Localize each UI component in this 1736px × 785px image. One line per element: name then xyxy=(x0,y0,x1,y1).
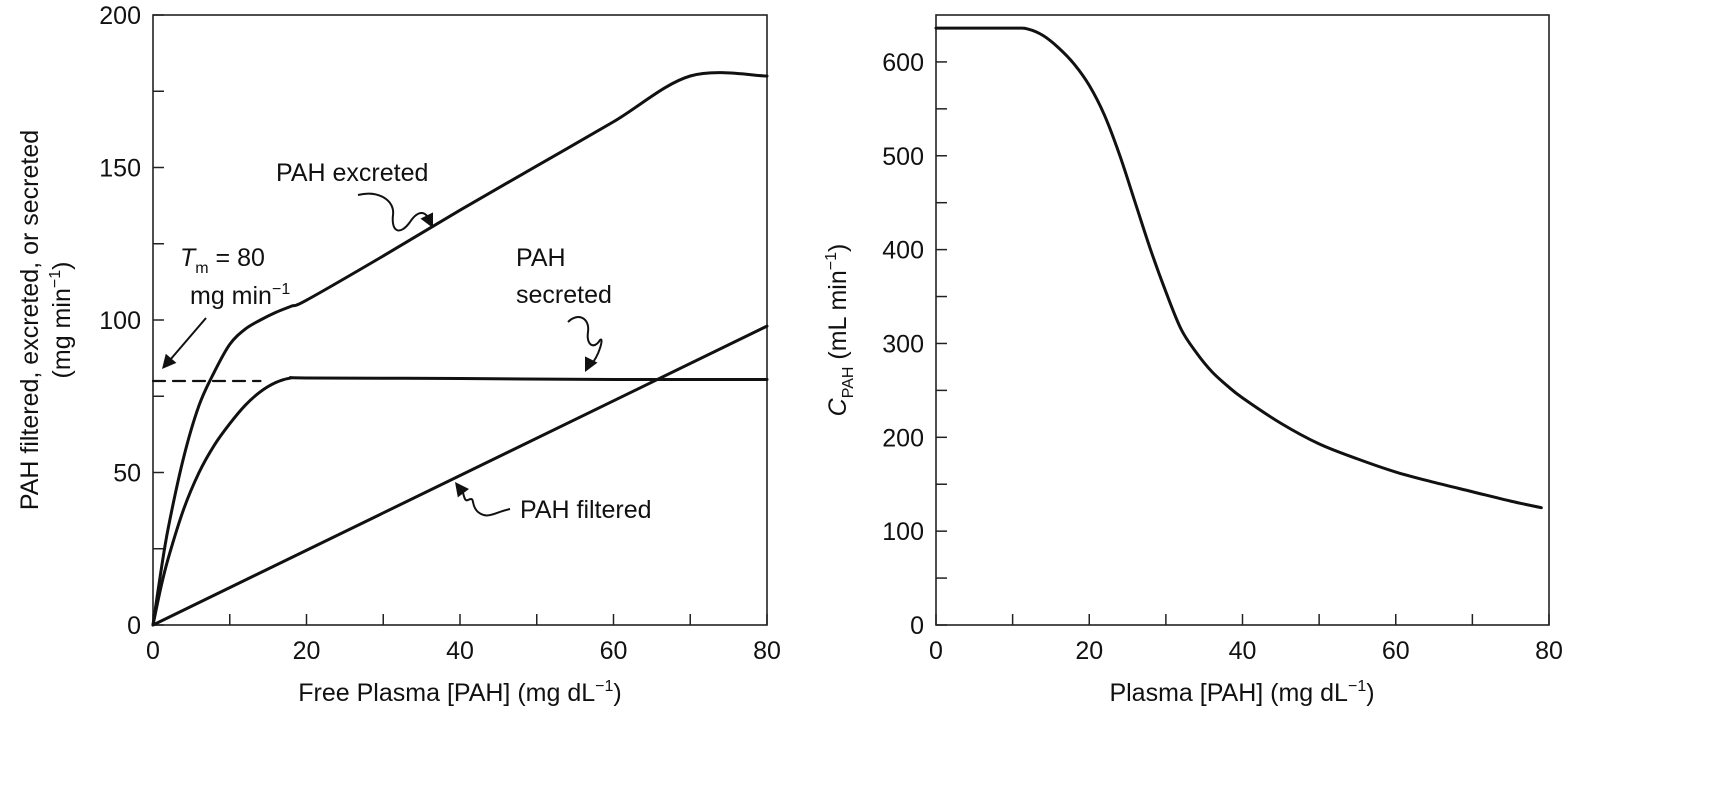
right-plot-frame xyxy=(935,14,1550,626)
cpah-line xyxy=(934,26,1543,510)
pah-secreted-arrowhead xyxy=(585,356,598,372)
pah-secreted-line xyxy=(151,376,769,627)
pah-secreted-arrow xyxy=(567,316,603,367)
right-y-axis-label: CPAH (mL min−1) xyxy=(823,244,857,417)
left-x-axis-label: Free Plasma [PAH] (mg dL−1) xyxy=(298,678,621,707)
left-x-tick-label: 60 xyxy=(600,637,628,665)
right-x-axis-label: Plasma [PAH] (mg dL−1) xyxy=(1109,678,1374,707)
tm-arrowhead xyxy=(162,353,177,369)
pah-filtered-arrowhead xyxy=(455,482,469,498)
right-x-tick-label: 40 xyxy=(1229,637,1257,665)
right-chart-panel: 0 20 40 60 80 0 100 200 300 400 500 600 Plasma [PAH]… xyxy=(823,14,1563,707)
left-y-tick-label: 50 xyxy=(113,460,141,488)
pah-secreted-label-line1: PAH xyxy=(516,244,566,272)
left-y-tick-label: 0 xyxy=(127,612,141,640)
left-chart-panel: 0 20 40 60 80 0 50 100 150 200 Free Plasma [PAH] (… xyxy=(16,2,781,707)
right-x-tick-label: 80 xyxy=(1535,637,1563,665)
left-y-tick-label: 100 xyxy=(99,307,141,335)
left-y-axis-label: PAH filtered, excreted, or secreted (mg m… xyxy=(16,130,76,510)
left-y-axis-label-line2: (mg min−1) xyxy=(47,262,76,379)
left-y-tick-label: 200 xyxy=(99,2,141,30)
pah-filtered-line xyxy=(151,324,769,627)
left-y-tick-label: 150 xyxy=(99,155,141,183)
right-y-tick-label: 300 xyxy=(882,330,924,358)
tm-label: Tm = 80 xyxy=(180,244,265,277)
left-x-tick-label: 0 xyxy=(146,637,160,665)
tm-arrow xyxy=(169,317,207,361)
left-x-tick-label: 20 xyxy=(293,637,321,665)
pah-excreted-arrowhead xyxy=(420,212,433,228)
pah-excreted-line xyxy=(151,71,769,627)
right-y-axis-label-text: CPAH (mL min−1) xyxy=(823,244,857,417)
right-x-tick-label: 0 xyxy=(929,637,943,665)
left-x-tick-label: 80 xyxy=(753,637,781,665)
right-y-tick-label: 0 xyxy=(910,612,924,640)
right-y-tick-label: 200 xyxy=(882,424,924,452)
right-y-tick-label: 100 xyxy=(882,518,924,546)
pah-excreted-arrow xyxy=(357,192,431,232)
left-plot-frame xyxy=(152,14,768,626)
pah-secreted-label-line2: secreted xyxy=(516,281,612,309)
pah-excreted-label: PAH excreted xyxy=(276,159,428,187)
left-y-axis-label-line1: PAH filtered, excreted, or secreted xyxy=(16,130,44,510)
right-y-tick-label: 400 xyxy=(882,237,924,265)
right-y-tick-label: 500 xyxy=(882,143,924,171)
pah-filtered-arrow xyxy=(461,489,511,517)
right-x-tick-label: 60 xyxy=(1382,637,1410,665)
pah-filtered-label: PAH filtered xyxy=(520,496,652,524)
left-x-tick-label: 40 xyxy=(446,637,474,665)
tm-unit-label: mg min−1 xyxy=(190,281,290,310)
right-x-tick-label: 20 xyxy=(1075,637,1103,665)
right-y-tick-label: 600 xyxy=(882,49,924,77)
